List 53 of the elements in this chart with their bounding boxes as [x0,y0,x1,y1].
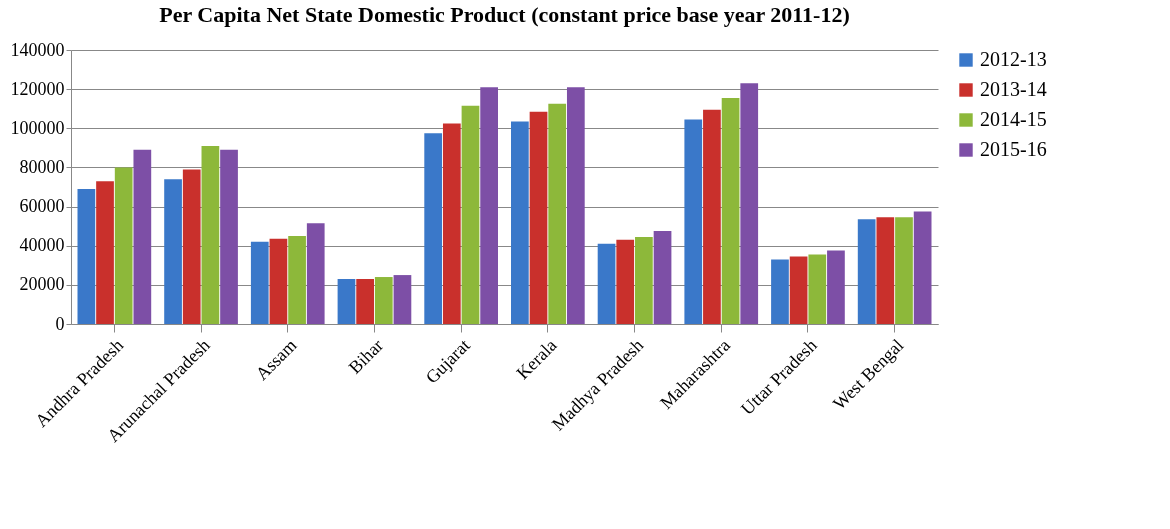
bar [771,259,789,324]
bar [356,278,374,324]
bar [597,243,616,324]
legend-label: 2013-14 [980,78,1047,100]
y-tick-label: 40000 [19,235,65,256]
y-tick-label: 0 [55,313,65,334]
legend-label: 2015-16 [980,138,1047,160]
bar [442,123,461,324]
legend-label: 2012-13 [980,48,1047,70]
bar [653,231,672,324]
y-tick-label: 140000 [10,39,65,60]
y-tick-label: 120000 [10,78,65,99]
y-tick-label: 60000 [19,196,65,217]
bar [616,239,635,324]
bar [164,179,182,324]
bar [77,188,96,324]
bar [114,167,133,324]
legend-label: 2014-15 [980,108,1047,130]
bar [566,87,585,324]
bar [548,103,567,324]
bar [424,133,443,324]
y-tick-label: 20000 [19,274,65,295]
bar [684,119,703,324]
bar [133,149,152,324]
bar [827,250,845,324]
bar [393,275,412,324]
bar [635,236,653,324]
chart-title: Per Capita Net State Domestic Product (constant price base year 2011-12) [159,2,850,27]
bar [250,241,269,324]
bar [529,111,548,324]
bar [511,121,529,324]
bar [876,217,895,324]
bar [857,219,876,324]
bar [337,278,356,324]
bar [740,83,759,324]
y-tick-label: 80000 [19,156,65,177]
bar [721,97,740,324]
bar [182,169,201,324]
bar [306,223,325,324]
bar [703,109,721,324]
y-tick-label: 100000 [10,117,65,138]
bar [461,105,480,324]
bar [96,181,114,324]
bar [480,87,498,324]
bar [789,256,808,324]
bar [808,254,827,324]
bar [288,235,306,324]
bar [895,217,913,324]
bar [201,145,220,324]
bar [374,277,393,324]
bar [220,149,238,324]
bar [913,211,932,324]
bar [269,238,288,324]
